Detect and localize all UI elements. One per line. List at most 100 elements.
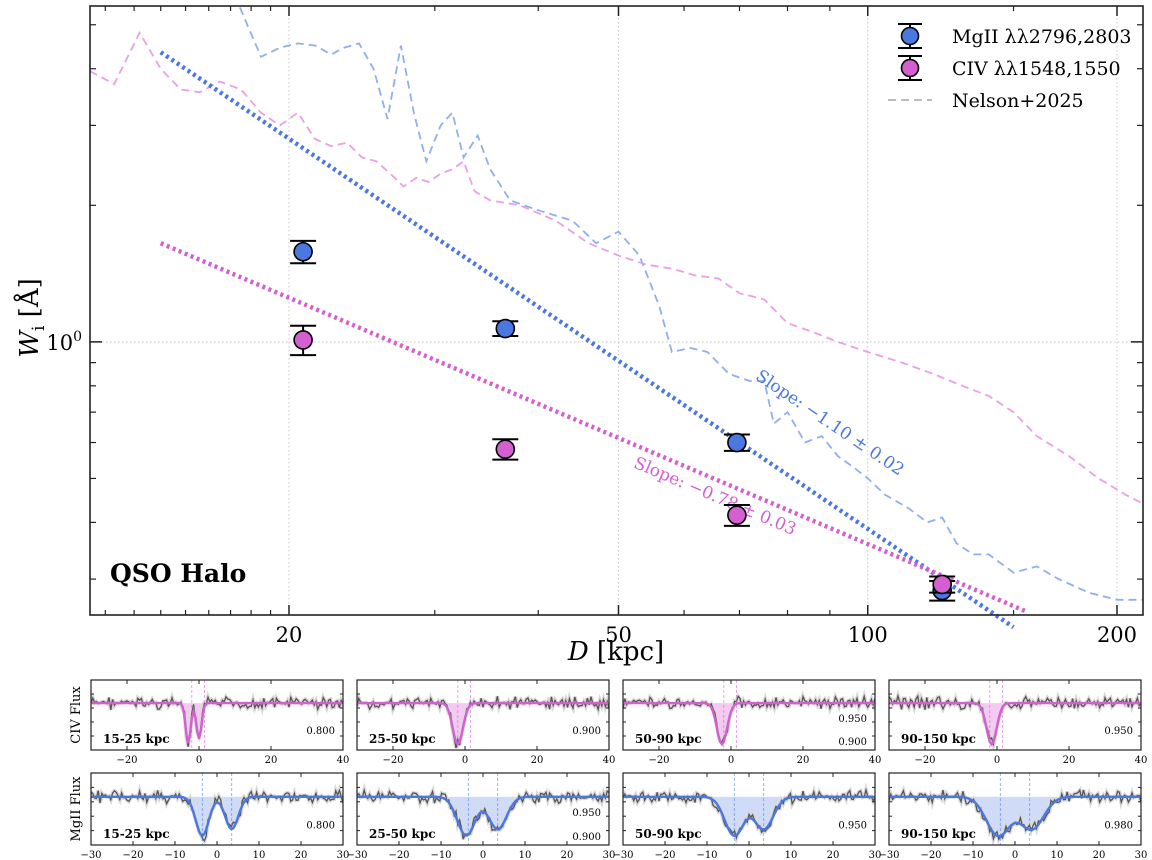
- spectrum-content: [357, 680, 609, 750]
- model-spectrum: [357, 795, 609, 837]
- spectrum-y-tick-label: 0.950: [838, 820, 867, 831]
- spectrum-x-tick-label: −10: [430, 850, 451, 860]
- civ-point: [290, 324, 317, 357]
- x-axis-label: D [kpc]: [567, 637, 664, 667]
- spectrum-x-tick-label: 0: [480, 850, 486, 860]
- qso-halo-annotation: QSO Halo: [110, 559, 246, 588]
- spectrum-x-tick-label: 20: [561, 850, 574, 860]
- spectrum-x-tick-label: −20: [382, 755, 403, 766]
- spectrum-frame: [888, 679, 1142, 751]
- civ-point: [929, 574, 956, 595]
- spectrum-x-tick-label: 40: [337, 755, 350, 766]
- civ-marker: [293, 330, 313, 350]
- spectrum-y-tick-label: 0.900: [572, 726, 601, 737]
- model-spectrum: [623, 701, 875, 747]
- spectrum-panel-label: 90-150 kpc: [901, 827, 976, 841]
- spectrum-panel-label: 25-50 kpc: [369, 732, 436, 746]
- y-tick-label: 100: [46, 329, 82, 355]
- spectrum-x-tick-label: 20: [295, 850, 308, 860]
- spectrum-content: [91, 773, 343, 845]
- mgii-marker: [727, 432, 747, 453]
- spectrum-x-tick-label: 40: [869, 755, 882, 766]
- spectrum-x-tick-label: −20: [122, 850, 143, 860]
- spectrum-x-tick-label: 0: [1012, 850, 1018, 860]
- x-tick-label: 50: [605, 623, 632, 647]
- spectrum-x-tick-label: 40: [1135, 755, 1148, 766]
- civ-marker: [932, 574, 952, 595]
- spectrum-x-tick-label: 0: [462, 755, 468, 766]
- spectrum-y-tick-label: 0.800: [306, 726, 335, 737]
- legend-label-civ: CIV λλ1548,1550: [952, 58, 1121, 80]
- model-curve-civ: [90, 30, 1143, 505]
- data-spectrum: [357, 787, 609, 840]
- data-spectrum: [623, 787, 875, 841]
- spectrum-x-tick-label: −20: [648, 755, 669, 766]
- mgii-point: [723, 432, 750, 453]
- spectrum-x-tick-label: −20: [116, 755, 137, 766]
- spectrum-frame: [90, 679, 344, 751]
- model-curve-mgii: [238, 6, 1143, 601]
- spectra-row-ylabel: MgII Flux: [69, 776, 84, 842]
- spectrum-x-tick-label: 20: [265, 755, 278, 766]
- legend-entry-civ: CIV λλ1548,1550: [898, 55, 1121, 81]
- mgii-point: [290, 239, 317, 265]
- absorption-fill: [889, 796, 1141, 837]
- spectrum-x-tick-label: 20: [1063, 755, 1076, 766]
- spectrum-x-tick-label: 20: [531, 755, 544, 766]
- spectrum-content: [623, 680, 875, 750]
- spectrum-y-tick-label: 0.900: [838, 737, 867, 748]
- spectrum-panel: −30 −20 −10 0 10 20 30 0.980 90-150 kpc: [878, 772, 1148, 860]
- main-plot-frame: [89, 5, 1144, 616]
- spectrum-panel: −20 0 20 40 0.950 0.900 50-90 kpc: [622, 679, 882, 766]
- main-grid: [90, 6, 1143, 615]
- x-tick-label: 20: [276, 623, 303, 647]
- spectrum-x-tick-label: −10: [164, 850, 185, 860]
- spectrum-frame: [356, 679, 610, 751]
- spectrum-panel: −30 −20 −10 0 10 20 30 0.950 0.900 25-50 kpc: [346, 772, 616, 860]
- legend-label-nelson: Nelson+2025: [952, 90, 1084, 112]
- spectrum-x-tick-label: −20: [654, 850, 675, 860]
- spectrum-x-tick-label: −20: [920, 850, 941, 860]
- mgii-point: [492, 318, 519, 339]
- legend: MgII λλ2796,2803 CIV λλ1548,1550 Nelson+…: [888, 23, 1132, 112]
- spectrum-x-tick-label: 30: [603, 850, 616, 860]
- spectrum-x-tick-label: −30: [80, 850, 101, 860]
- spectrum-x-tick-label: 10: [519, 850, 532, 860]
- spectrum-content: [357, 773, 609, 845]
- spectrum-panel-label: 50-90 kpc: [635, 732, 702, 746]
- model-spectrum: [91, 795, 343, 838]
- spectrum-y-tick-label: 0.900: [572, 832, 601, 843]
- legend-entry-mgii: MgII λλ2796,2803: [898, 23, 1132, 49]
- fit-line-mgii: [159, 50, 1015, 630]
- model-spectrum: [357, 701, 609, 747]
- spectrum-x-tick-label: −30: [878, 850, 899, 860]
- data-spectrum: [889, 693, 1141, 747]
- model-curves: [90, 6, 1143, 601]
- spectrum-x-tick-label: 10: [785, 850, 798, 860]
- spectrum-panel: −20 0 20 40 0.800 15-25 kpc: [90, 679, 350, 766]
- spectrum-panel-label: 25-50 kpc: [369, 827, 436, 841]
- spectrum-panel-label: 50-90 kpc: [635, 827, 702, 841]
- model-spectrum: [889, 795, 1141, 838]
- spectrum-content: [623, 773, 875, 845]
- spectrum-x-tick-label: 0: [214, 850, 220, 860]
- spectrum-panel-label: 15-25 kpc: [103, 732, 170, 746]
- spectrum-y-tick-label: 0.950: [838, 714, 867, 725]
- spectrum-x-tick-label: 0: [994, 755, 1000, 766]
- spectrum-panel: −20 0 20 40 0.900 25-50 kpc: [356, 679, 616, 766]
- spectrum-x-tick-label: 10: [253, 850, 266, 860]
- legend-label-mgii: MgII λλ2796,2803: [952, 26, 1132, 48]
- spectrum-x-tick-label: 40: [603, 755, 616, 766]
- model-spectrum: [91, 701, 343, 744]
- civ-marker: [727, 505, 747, 525]
- spectrum-panel: −30 −20 −10 0 10 20 30 0.950 50-90 kpc: [612, 772, 882, 860]
- spectrum-x-tick-label: 30: [869, 850, 882, 860]
- spectrum-panel-label: 15-25 kpc: [103, 827, 170, 841]
- data-points: [290, 239, 956, 602]
- spectrum-x-tick-label: −10: [962, 850, 983, 860]
- spectrum-content: [91, 680, 343, 750]
- spectrum-panel: −30 −20 −10 0 10 20 30 0.800 15-25 kpc: [80, 772, 349, 860]
- spectrum-x-tick-label: 30: [1135, 850, 1148, 860]
- civ-marker: [495, 439, 516, 459]
